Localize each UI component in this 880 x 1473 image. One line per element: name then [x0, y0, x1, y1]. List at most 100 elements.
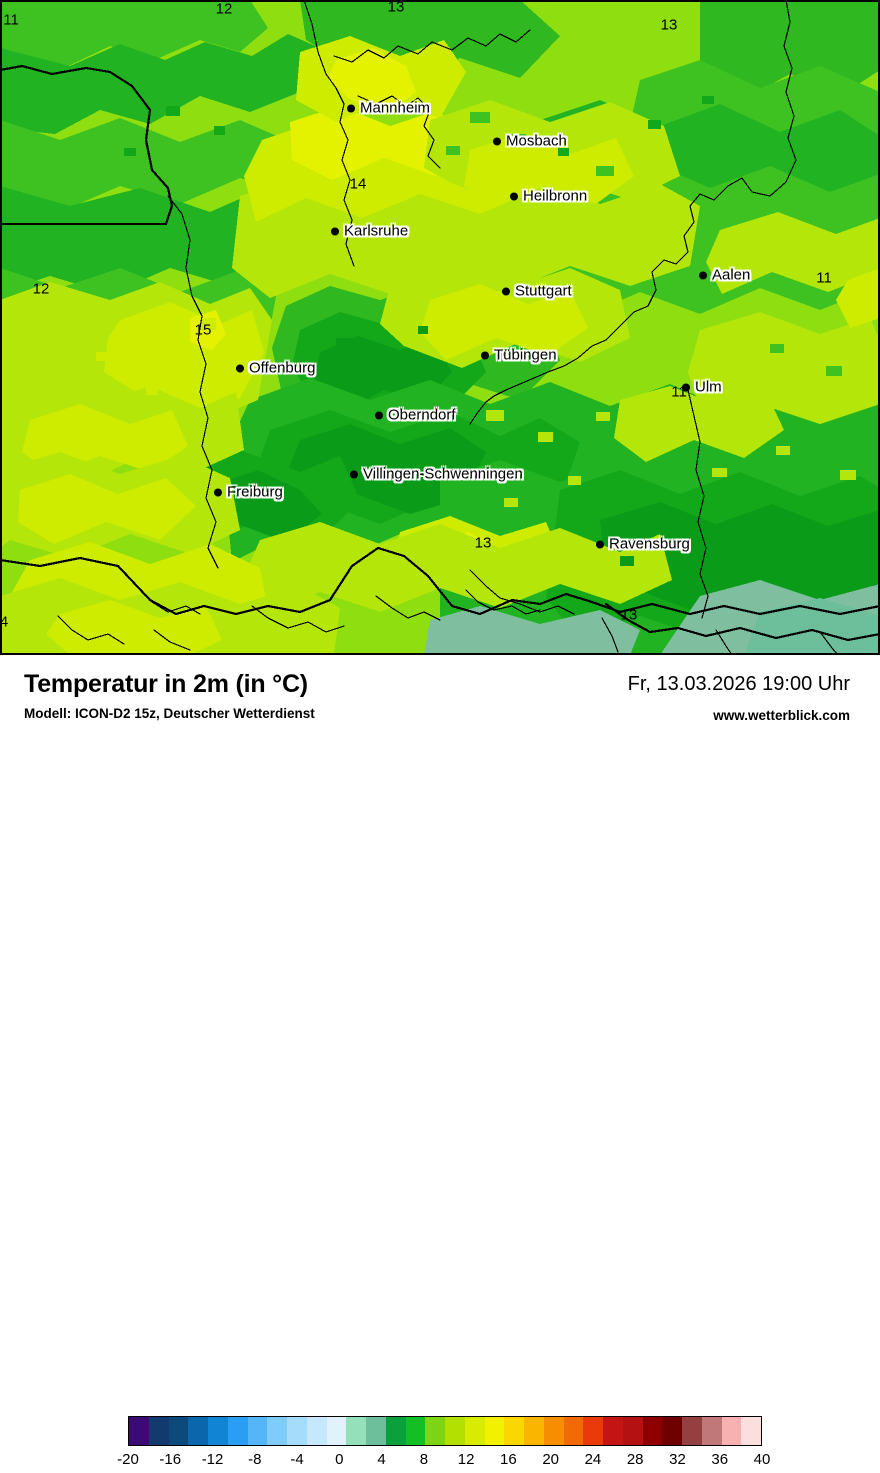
- colorbar-tick-label: 24: [584, 1451, 602, 1468]
- isotherm-value-label: 11: [3, 11, 19, 29]
- city-name-label: Villingen-Schwenningen: [363, 465, 523, 483]
- city-name-label: Aalen: [712, 266, 751, 284]
- city-marker-karlsruhe[interactable]: Karlsruhe: [331, 223, 408, 240]
- city-dot-icon: [481, 351, 489, 359]
- colorbar-swatch: [622, 1417, 643, 1445]
- city-name-label: Oberndorf: [388, 406, 456, 424]
- colorbar-swatch: [148, 1417, 169, 1445]
- colorbar-tick-labels: -20 -16 -12 -8 -4 0 4 8 12 16 20 24 28 32 36 40: [117, 1447, 770, 1473]
- city-dot-icon: [214, 488, 222, 496]
- colorbar-swatch: [721, 1417, 742, 1445]
- colorbar-tick-label: 0: [335, 1451, 344, 1468]
- isotherm-value-label: 13: [620, 606, 638, 624]
- colorbar-swatch: [701, 1417, 722, 1445]
- colorbar-swatch: [168, 1417, 189, 1445]
- valid-datetime: Fr, 13.03.2026 19:00 Uhr: [627, 673, 850, 695]
- colorbar-tick-label: 20: [542, 1451, 559, 1468]
- city-name-label: Mannheim: [360, 99, 431, 117]
- city-name-label: Karlsruhe: [344, 222, 409, 240]
- city-dot-icon: [510, 192, 518, 200]
- city-marker-stuttgart[interactable]: Stuttgart: [502, 283, 572, 300]
- colorbar-tick-label: 4: [377, 1451, 386, 1468]
- city-dot-icon: [331, 227, 339, 235]
- city-dot-icon: [493, 137, 501, 145]
- map-footer: Temperatur in 2m (in °C) Modell: ICON-D2…: [0, 655, 880, 1468]
- city-marker-ravensburg[interactable]: Ravensburg: [596, 536, 690, 553]
- city-marker-t-bingen[interactable]: Tübingen: [481, 347, 557, 364]
- city-dot-icon: [375, 411, 383, 419]
- isotherm-value-label: 11: [671, 383, 687, 401]
- city-marker-offenburg[interactable]: Offenburg: [236, 360, 315, 377]
- city-name-label: Freiburg: [227, 483, 283, 501]
- isotherm-value-label: 14: [349, 175, 367, 193]
- city-marker-freiburg[interactable]: Freiburg: [214, 484, 283, 501]
- colorbar-swatch: [366, 1417, 386, 1445]
- colorbar-swatch: [227, 1417, 248, 1445]
- colorbar-tick-label: -12: [201, 1451, 224, 1468]
- colorbar-swatch: [741, 1417, 761, 1445]
- city-marker-ulm[interactable]: Ulm: [682, 379, 722, 396]
- city-dot-icon: [596, 540, 604, 548]
- isotherm-value-label: 15: [194, 321, 212, 339]
- colorbar-swatch: [543, 1417, 564, 1445]
- isotherm-value-label: 13: [660, 16, 678, 34]
- isotherm-value-label: 12: [32, 280, 50, 298]
- colorbar-gradient: [128, 1416, 762, 1446]
- colorbar-tick-label: -8: [248, 1451, 262, 1468]
- city-marker-villingen-schwenningen[interactable]: Villingen-Schwenningen: [350, 466, 523, 483]
- temperature-colorbar[interactable]: -20 -16 -12 -8 -4 0 4 8 12 16 20 24 28 32 36 40: [117, 1416, 770, 1473]
- city-name-label: Mosbach: [506, 132, 567, 150]
- city-name-label: Offenburg: [249, 359, 316, 377]
- city-dot-icon: [350, 470, 358, 478]
- city-dot-icon: [699, 271, 707, 279]
- colorbar-swatch: [346, 1417, 366, 1445]
- temperature-field: [0, 0, 880, 655]
- title-block: Temperatur in 2m (in °C) Modell: ICON-D2…: [24, 670, 315, 721]
- city-name-label: Ulm: [695, 378, 722, 396]
- colorbar-swatch: [405, 1417, 426, 1445]
- city-name-label: Stuttgart: [515, 282, 572, 300]
- colorbar-swatch: [524, 1417, 544, 1445]
- colorbar-swatch: [129, 1417, 149, 1445]
- isotherm-value-label: 13: [387, 0, 405, 16]
- city-dot-icon: [502, 287, 510, 295]
- colorbar-swatch: [425, 1417, 445, 1445]
- colorbar-swatch: [603, 1417, 623, 1445]
- colorbar-tick-label: -16: [159, 1451, 182, 1468]
- colorbar-tick-label: 40: [753, 1451, 771, 1468]
- temperature-map[interactable]: Mannheim Mosbach Heilbronn Karlsruhe Stuttga…: [0, 0, 880, 655]
- website-label: www.wetterblick.com: [713, 708, 850, 723]
- colorbar-swatch: [464, 1417, 485, 1445]
- city-dot-icon: [347, 104, 355, 112]
- city-marker-oberndorf[interactable]: Oberndorf: [375, 407, 456, 424]
- colorbar-tick-label: -4: [290, 1451, 304, 1468]
- colorbar-swatch: [682, 1417, 702, 1445]
- colorbar-tick-label: 36: [711, 1451, 729, 1468]
- colorbar-swatch: [208, 1417, 228, 1445]
- colorbar-tick-label: 32: [669, 1451, 686, 1468]
- colorbar-swatch: [306, 1417, 327, 1445]
- city-marker-heilbronn[interactable]: Heilbronn: [510, 188, 587, 205]
- colorbar-tick-label: 12: [457, 1451, 475, 1468]
- colorbar-tick-label: 16: [500, 1451, 517, 1468]
- colorbar-swatch: [563, 1417, 584, 1445]
- colorbar-swatch: [484, 1417, 505, 1445]
- colorbar-tick-label: 8: [419, 1451, 429, 1468]
- isotherm-value-label: 13: [474, 534, 492, 552]
- city-dot-icon: [236, 364, 244, 372]
- city-marker-mosbach[interactable]: Mosbach: [493, 133, 567, 150]
- city-dot-icon: [682, 383, 690, 391]
- date-block: Fr, 13.03.2026 19:00 Uhr www.wetterblick…: [628, 673, 850, 723]
- colorbar-swatch: [326, 1417, 347, 1445]
- colorbar-swatch: [445, 1417, 465, 1445]
- colorbar-swatch: [267, 1417, 287, 1445]
- page-title: Temperatur in 2m (in °C): [24, 670, 308, 698]
- colorbar-swatch: [188, 1417, 208, 1445]
- city-marker-mannheim[interactable]: Mannheim: [347, 100, 430, 117]
- colorbar-tick-label: 28: [626, 1451, 644, 1468]
- model-subtitle: Modell: ICON-D2 15z, Deutscher Wetterdie…: [24, 705, 315, 721]
- city-name-label: Tübingen: [494, 346, 557, 364]
- city-marker-aalen[interactable]: Aalen: [699, 267, 750, 284]
- colorbar-swatch: [662, 1417, 682, 1445]
